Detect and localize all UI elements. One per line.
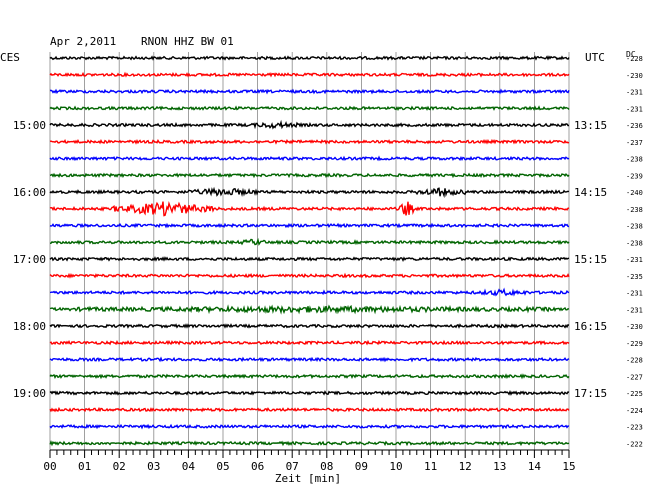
- x-tick-label: 13: [493, 460, 506, 473]
- dc-offset-value: -236: [626, 122, 643, 130]
- x-tick-label: 03: [147, 460, 160, 473]
- trace-line: [49, 172, 570, 179]
- x-tick-label: 00: [43, 460, 56, 473]
- trace-line: [49, 119, 569, 130]
- x-tick-label: 09: [355, 460, 368, 473]
- utc-label: 16:15: [574, 320, 607, 333]
- x-tick-label: 15: [562, 460, 575, 473]
- x-tick-label: 08: [320, 460, 333, 473]
- dc-label: DC: [626, 50, 636, 59]
- trace-line: [49, 356, 570, 363]
- x-tick-label: 07: [286, 460, 299, 473]
- dc-offset-value: -223: [626, 424, 643, 432]
- dc-offset-value: -222: [626, 440, 643, 448]
- trace-line: [49, 304, 570, 315]
- x-tick-label: 02: [113, 460, 126, 473]
- dc-offset-value: -231: [626, 290, 643, 298]
- dc-offset-value: -239: [626, 172, 643, 180]
- trace-line: [49, 71, 570, 78]
- trace-line: [49, 423, 570, 430]
- x-tick-label: 14: [528, 460, 542, 473]
- x-tick-label: 11: [424, 460, 437, 473]
- trace-line: [49, 55, 570, 61]
- hour-label: 16:00: [13, 186, 46, 199]
- trace-line: [49, 237, 570, 246]
- hour-label: 15:00: [13, 119, 46, 132]
- x-tick-labels: 00 01 02 03 04 05 06 07 08 09 10 11 12 13 14 15: [43, 460, 575, 473]
- x-axis: [49, 449, 570, 458]
- chart-date: Apr 2,2011: [50, 35, 116, 48]
- x-tick-label: 10: [389, 460, 402, 473]
- left-timezone-label: CES: [0, 51, 20, 64]
- trace-line: [49, 406, 570, 413]
- dc-offset-value: -235: [626, 273, 643, 281]
- dc-offset-value: -230: [626, 323, 643, 331]
- dc-offset-value: -238: [626, 223, 643, 231]
- left-hour-labels: 15:00 16:00 17:00 18:00 19:00: [13, 119, 46, 400]
- dc-offset-value: -229: [626, 340, 643, 348]
- trace-line: [49, 138, 570, 145]
- x-tick-label: 04: [182, 460, 196, 473]
- trace-line: [49, 389, 570, 396]
- dc-offset-value: -238: [626, 239, 643, 247]
- trace-line: [49, 200, 570, 217]
- trace-line: [49, 105, 570, 112]
- dc-offset-value: -228: [626, 357, 643, 365]
- dc-offset-value: -237: [626, 139, 643, 147]
- utc-label: 17:15: [574, 387, 607, 400]
- dc-offset-value: -238: [626, 156, 643, 164]
- dc-offset-labels: -228 -230 -231 -231 -236 -237 -238 -239 -240 -238…: [626, 55, 643, 448]
- dc-offset-value: -225: [626, 390, 643, 398]
- dc-offset-value: -224: [626, 407, 643, 415]
- trace-line: [49, 339, 570, 346]
- right-timezone-label: UTC: [585, 51, 605, 64]
- trace-line: [49, 440, 570, 447]
- chart-station: RNON HHZ BW 01: [141, 35, 234, 48]
- x-tick-label: 01: [78, 460, 91, 473]
- trace-line: [49, 373, 570, 380]
- utc-label: 14:15: [574, 186, 607, 199]
- trace-line: [49, 88, 570, 95]
- trace-line: [49, 222, 570, 229]
- dc-offset-value: -227: [626, 373, 643, 381]
- vertical-gridlines: [49, 52, 570, 450]
- utc-label: 15:15: [574, 253, 607, 266]
- trace-layer: [49, 55, 570, 447]
- x-tick-label: 12: [459, 460, 472, 473]
- dc-offset-value: -231: [626, 89, 643, 97]
- trace-line: [49, 186, 570, 199]
- trace-line: [49, 287, 570, 297]
- utc-label: 13:15: [574, 119, 607, 132]
- hour-label: 17:00: [13, 253, 46, 266]
- dc-offset-value: -231: [626, 306, 643, 314]
- trace-line: [49, 323, 570, 329]
- trace-line: [49, 272, 570, 279]
- hour-label: 19:00: [13, 387, 46, 400]
- dc-offset-value: -231: [626, 105, 643, 113]
- x-tick-label: 06: [251, 460, 264, 473]
- right-utc-labels: 13:15 14:15 15:15 16:15 17:15: [574, 119, 607, 400]
- x-axis-label: Zeit [min]: [275, 472, 341, 485]
- dc-offset-value: -230: [626, 72, 643, 80]
- dc-offset-value: -231: [626, 256, 643, 264]
- hour-label: 18:00: [13, 320, 46, 333]
- dc-offset-value: -228: [626, 55, 643, 63]
- trace-line: [49, 155, 570, 162]
- dc-offset-value: -240: [626, 189, 643, 197]
- trace-line: [49, 256, 570, 262]
- dc-offset-value: -238: [626, 206, 643, 214]
- x-tick-label: 05: [216, 460, 229, 473]
